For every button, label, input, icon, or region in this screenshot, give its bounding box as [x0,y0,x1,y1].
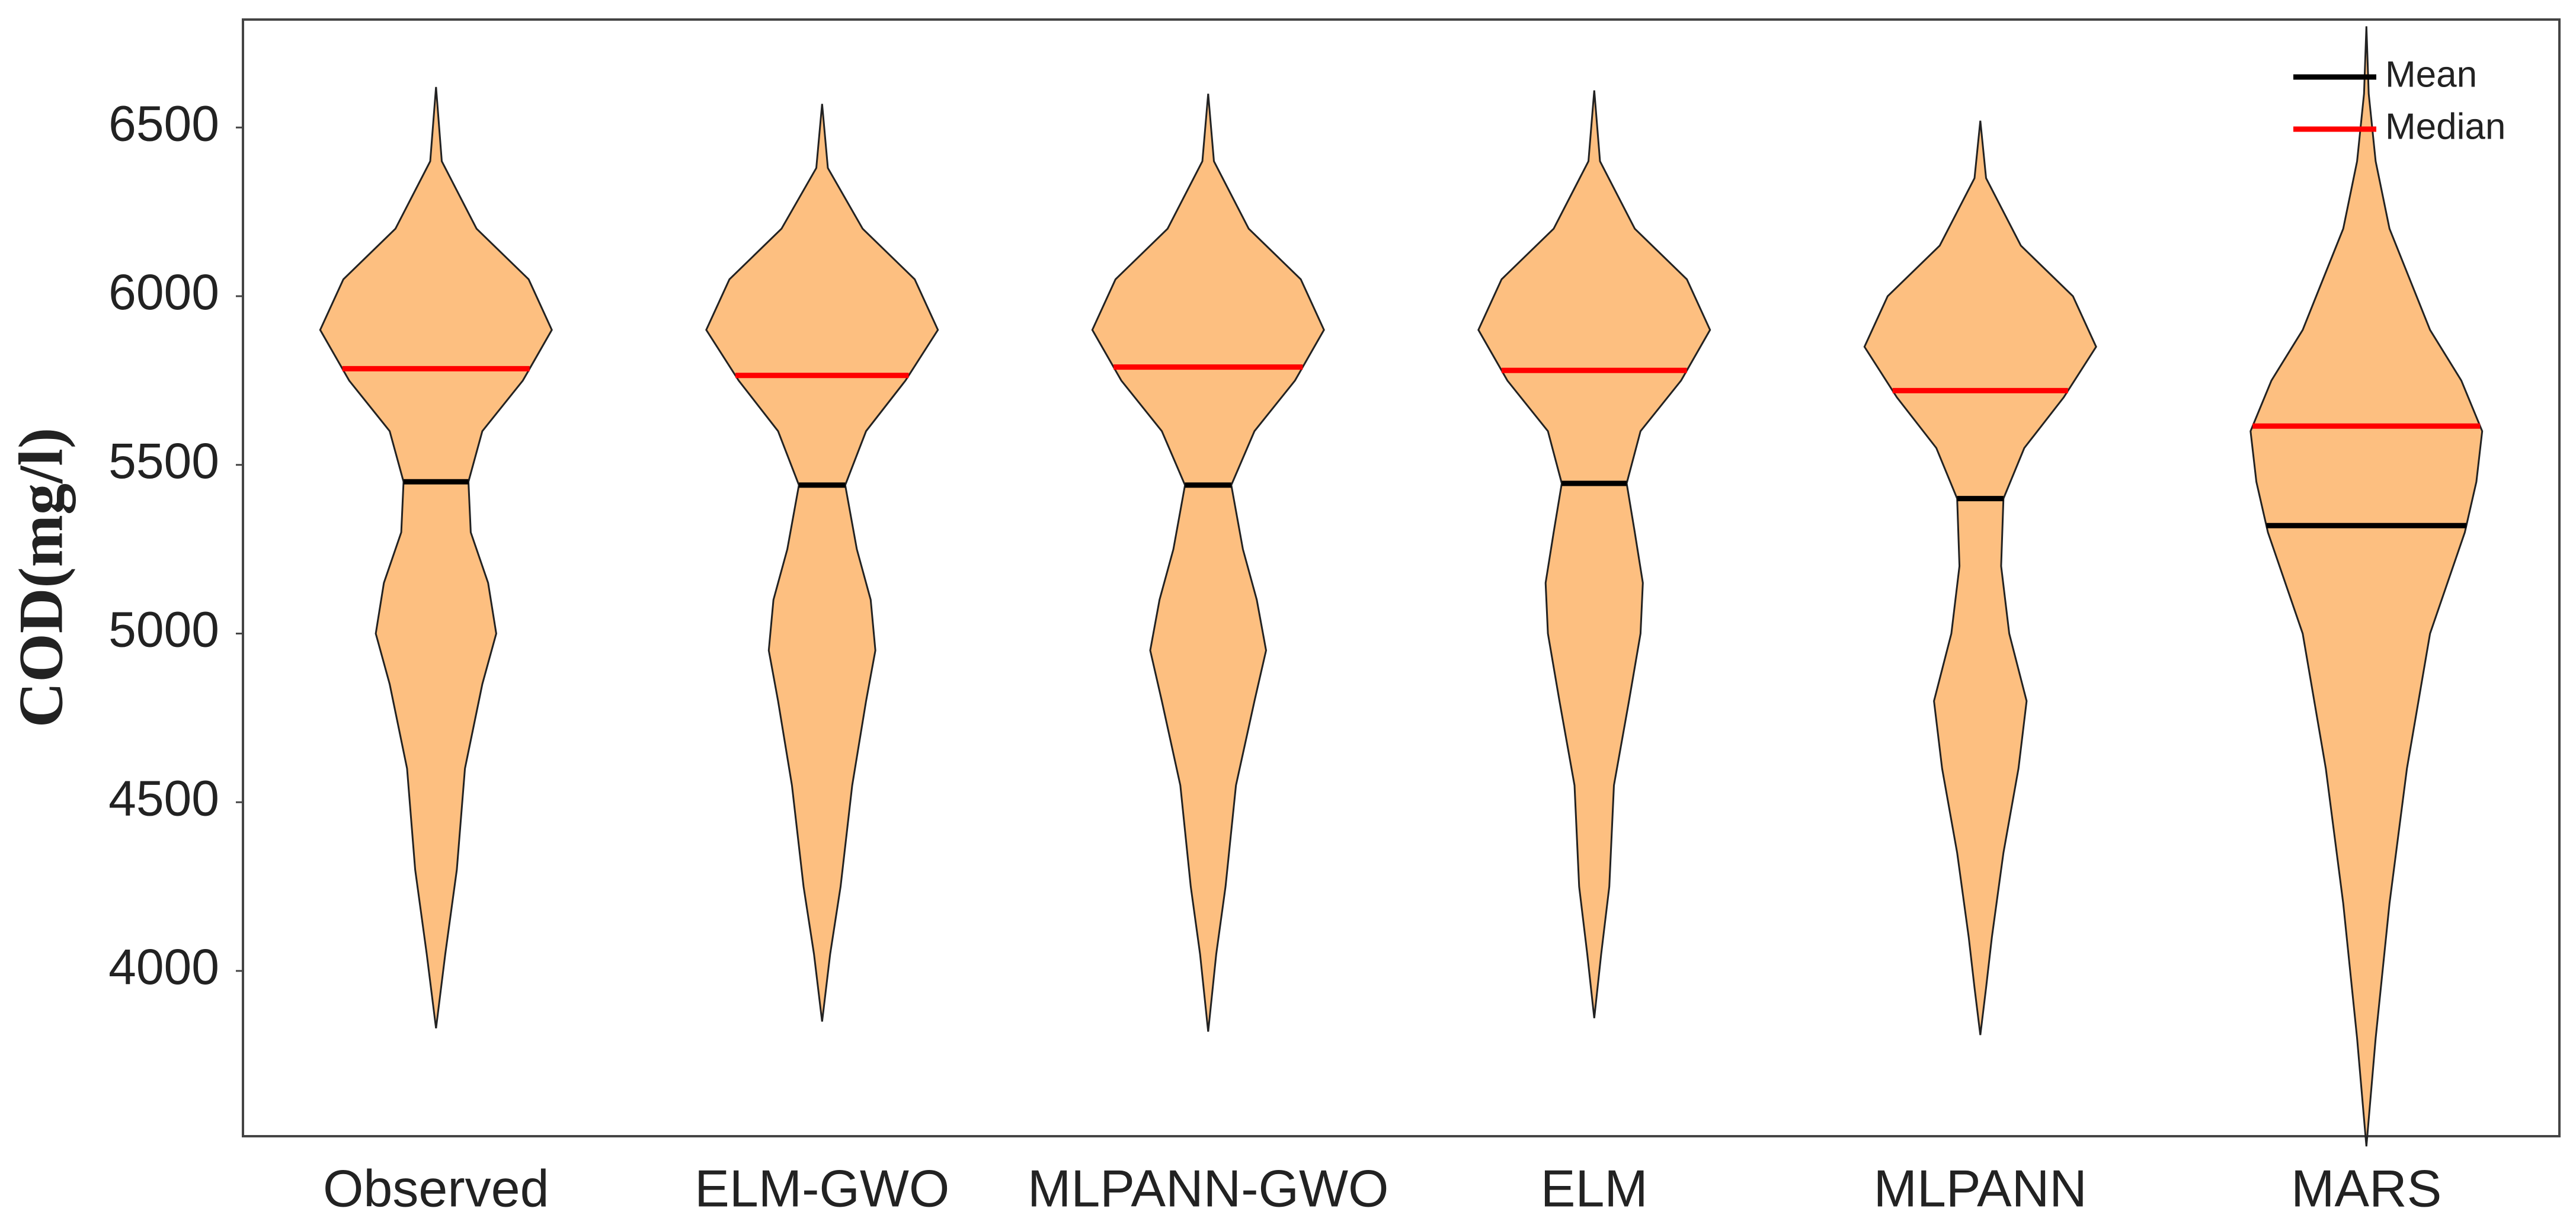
violin [319,86,553,1028]
y-tick-label: 4500 [108,770,219,826]
y-tick-label: 6500 [108,95,219,151]
y-tick-label: 6000 [108,264,219,320]
legend-label: Median [2385,106,2505,147]
violin [1091,94,1325,1032]
y-tick-label: 5500 [108,433,219,489]
y-tick-label: 4000 [108,939,219,995]
x-tick-label: MLPANN [1874,1159,2087,1217]
x-tick-label: MLPANN-GWO [1028,1159,1388,1217]
violin [2249,26,2484,1147]
violin [1477,90,1711,1018]
x-tick-label: MARS [2291,1159,2441,1217]
x-tick-label: ELM-GWO [695,1159,949,1217]
x-tick-label: Observed [323,1159,549,1217]
plot-frame [242,18,2561,1137]
y-axis-label: COD(mg/l) [6,428,75,727]
x-tick-label: ELM [1541,1159,1648,1217]
violin [705,104,939,1022]
violin [1863,120,2097,1036]
legend-label: Mean [2385,54,2477,95]
y-tick-label: 5000 [108,602,219,658]
